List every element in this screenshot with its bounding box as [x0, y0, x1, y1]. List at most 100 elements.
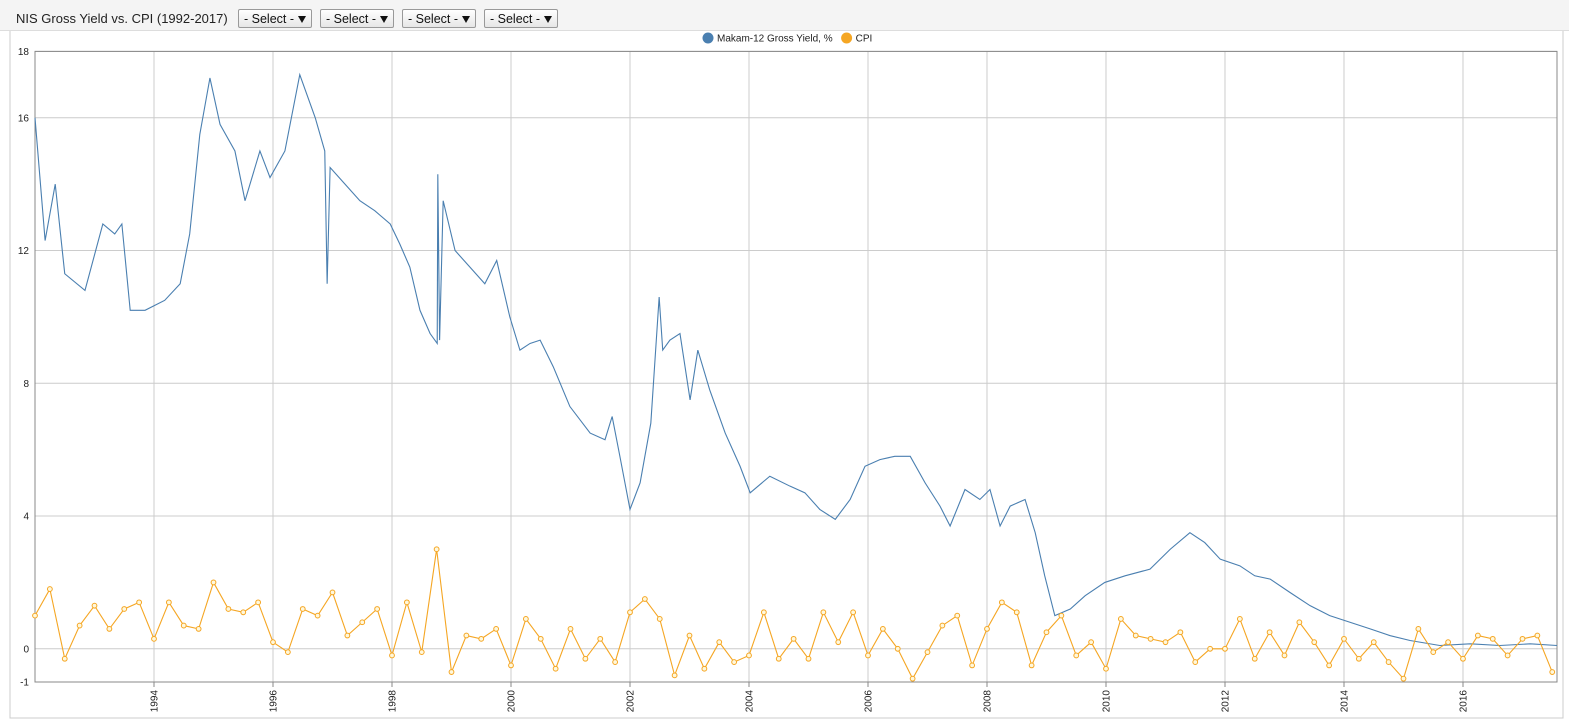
select-label: - Select - — [490, 12, 541, 26]
select[interactable]: - Select - — [238, 9, 312, 28]
point — [270, 639, 276, 646]
point — [508, 662, 514, 669]
point — [775, 655, 782, 662]
point — [418, 649, 425, 656]
arrow — [462, 16, 470, 23]
point — [1460, 655, 1466, 662]
select[interactable]: - Select - — [402, 9, 476, 28]
plot-border — [34, 50, 1558, 683]
point — [1504, 652, 1511, 659]
point — [790, 635, 797, 642]
legend-label: CPI — [856, 34, 873, 45]
point — [820, 609, 827, 616]
select-label: - Select - — [408, 12, 459, 26]
point — [760, 609, 767, 616]
point — [612, 659, 619, 665]
x-tick-label: 1996 — [268, 690, 279, 713]
point — [1251, 655, 1258, 662]
point — [493, 625, 500, 632]
point — [240, 609, 247, 616]
point — [1341, 635, 1347, 642]
point — [1117, 616, 1124, 622]
point — [627, 609, 633, 616]
chart-frame — [9, 29, 1564, 719]
point — [1266, 629, 1273, 636]
point — [136, 599, 143, 606]
point — [284, 649, 291, 656]
point — [46, 586, 53, 592]
point — [1355, 655, 1362, 662]
toolbar: NIS Gross Yield vs. CPI (1992-2017) - Se… — [0, 0, 1569, 31]
x-tick-label: 2004 — [744, 690, 755, 713]
select[interactable]: - Select - — [484, 9, 558, 28]
point — [121, 606, 128, 612]
point — [1400, 675, 1407, 682]
x-tick-label: 2002 — [625, 690, 636, 713]
point — [210, 579, 217, 586]
point — [731, 659, 738, 665]
point — [1043, 629, 1050, 636]
point — [255, 599, 262, 606]
point — [1073, 652, 1080, 659]
point — [165, 599, 172, 606]
point — [195, 625, 202, 632]
y-tick-label: -1 — [20, 678, 29, 689]
point — [1296, 619, 1303, 626]
point — [1430, 649, 1437, 656]
point — [106, 625, 113, 632]
point — [389, 652, 395, 659]
x-tick-label: 2014 — [1339, 690, 1350, 713]
legend-swatch — [841, 32, 853, 44]
x-tick-label: 2008 — [982, 690, 993, 713]
point — [1489, 635, 1496, 642]
point — [1549, 669, 1556, 675]
y-tick-label: 18 — [18, 47, 30, 58]
point — [1132, 632, 1139, 639]
point — [463, 632, 470, 639]
x-tick-label: 2012 — [1220, 690, 1231, 713]
point — [1147, 635, 1154, 642]
point — [671, 672, 678, 679]
point — [403, 599, 410, 606]
point — [359, 619, 366, 626]
point — [522, 616, 529, 622]
point — [433, 546, 440, 553]
point — [225, 606, 232, 612]
point — [850, 609, 857, 616]
point — [180, 622, 187, 629]
select-label: - Select - — [244, 12, 295, 26]
point — [1088, 639, 1095, 646]
arrow — [380, 16, 388, 23]
y-tick-label: 8 — [23, 379, 29, 390]
point — [835, 639, 842, 646]
point — [1281, 652, 1288, 659]
series-line — [34, 72, 1558, 647]
point — [716, 639, 723, 646]
point — [1192, 659, 1199, 665]
y-tick-label: 0 — [23, 644, 29, 655]
point — [939, 622, 946, 629]
point — [1058, 612, 1065, 619]
point — [909, 675, 916, 682]
point — [299, 606, 306, 612]
point — [76, 622, 83, 629]
point — [1385, 659, 1392, 665]
x-tick-label: 1994 — [149, 690, 160, 713]
point — [1326, 662, 1333, 669]
x-tick-label: 2006 — [863, 690, 874, 713]
x-tick-label: 2016 — [1458, 690, 1469, 713]
point — [1162, 639, 1169, 646]
point — [746, 652, 752, 659]
select[interactable]: - Select - — [320, 9, 394, 28]
chart-title: NIS Gross Yield vs. CPI (1992-2017) — [16, 11, 228, 26]
point — [805, 655, 812, 662]
point — [656, 616, 663, 622]
point — [32, 612, 38, 619]
legend-swatch — [702, 32, 714, 44]
plot — [32, 72, 1558, 682]
point — [1028, 662, 1035, 669]
x-tick-label: 2000 — [506, 690, 517, 713]
arrow — [298, 16, 306, 23]
point — [329, 589, 336, 596]
point — [641, 596, 648, 602]
